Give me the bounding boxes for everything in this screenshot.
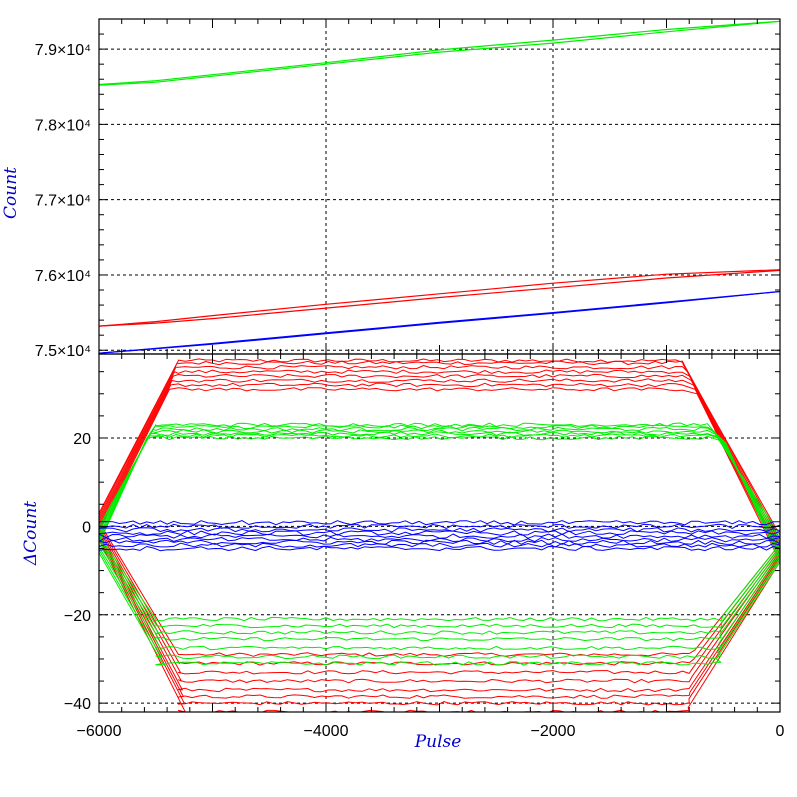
bottom-series-line: [99, 542, 780, 548]
bottom-series-line: [99, 433, 780, 558]
bottom-series-line: [99, 521, 780, 657]
top-y-tick-label: 7.5×10⁴: [35, 343, 91, 360]
top-y-tick-label: 7.7×10⁴: [35, 193, 91, 210]
bottom-series-line: [99, 549, 780, 659]
bottom-series-line: [99, 536, 780, 543]
bottom-panel-series: [99, 358, 780, 712]
top-y-tick-label: 7.6×10⁴: [35, 268, 91, 285]
bottom-series-line: [99, 520, 780, 526]
bottom-series-line: [99, 536, 780, 706]
x-tick-label: −4000: [304, 723, 349, 740]
x-tick-label: 0: [776, 723, 785, 740]
bottom-panel-frame: [98, 353, 781, 713]
bottom-series-line: [99, 424, 780, 540]
bottom-series-line: [99, 533, 780, 539]
top-panel-ticks: 7.5×10⁴ 7.6×10⁴ 7.7×10⁴ 7.8×10⁴ 7.9×10⁴: [35, 18, 781, 360]
top-y-axis-label: Count: [1, 167, 21, 219]
bottom-y-tick-label: −40: [64, 696, 91, 713]
bottom-series-line: [99, 534, 780, 622]
bottom-series-line: [99, 358, 780, 536]
bottom-series-line: [99, 524, 780, 666]
top-panel-grid: [99, 19, 780, 354]
top-y-tick-label: 7.9×10⁴: [35, 42, 91, 59]
bottom-series-line: [99, 545, 780, 552]
bottom-series-line: [99, 526, 780, 675]
x-tick-label: −2000: [531, 723, 576, 740]
top-panel: 7.5×10⁴ 7.6×10⁴ 7.7×10⁴ 7.8×10⁴ 7.9×10⁴ Coun…: [1, 18, 781, 360]
bottom-series-line: [99, 543, 780, 642]
bottom-series-line: [99, 552, 780, 666]
x-axis-label: Pulse: [414, 732, 462, 752]
bottom-series-line: [99, 527, 780, 533]
bottom-series-line: [99, 429, 780, 549]
bottom-series-line: [99, 387, 780, 562]
top-y-tick-label: 7.8×10⁴: [35, 117, 91, 134]
bottom-series-line: [99, 540, 780, 635]
top-series-line: [99, 20, 780, 86]
top-series-line: [99, 290, 780, 354]
bottom-series-line: [99, 382, 780, 559]
bottom-series-line: [99, 531, 780, 693]
top-panel-frame: [98, 18, 781, 355]
bottom-series-line: [99, 546, 780, 651]
bottom-series-line: [99, 378, 780, 555]
x-tick-label: −6000: [77, 723, 122, 740]
bottom-y-tick-label: −20: [64, 608, 91, 625]
bottom-y-axis-label: ΔCount: [21, 501, 41, 566]
bottom-series-line: [99, 365, 780, 544]
bottom-series-line: [99, 373, 780, 551]
bottom-y-tick-label: 0: [82, 519, 91, 536]
bottom-series-line: [99, 523, 780, 529]
bottom-series-line: [99, 431, 780, 554]
bottom-y-tick-label: 20: [73, 431, 91, 448]
bottom-series-line: [99, 360, 780, 540]
top-series-line: [99, 290, 780, 354]
bottom-series-line: [99, 422, 780, 536]
bottom-series-line: [99, 530, 780, 536]
bottom-panel: −40 −20 0 20 −6000 −4000 −2000 0 ΔCount Pulse: [21, 353, 785, 752]
bottom-series-line: [99, 537, 780, 629]
top-panel-series: [99, 20, 780, 354]
top-series-line: [99, 269, 780, 327]
bottom-series-line: [99, 529, 780, 684]
bottom-series-line: [99, 426, 780, 545]
bottom-panel-ticks: −40 −20 0 20 −6000 −4000 −2000 0: [64, 354, 785, 740]
bottom-series-line: [99, 435, 780, 562]
top-series-line: [99, 20, 780, 86]
top-series-line: [99, 269, 780, 327]
bottom-series-line: [99, 369, 780, 547]
bottom-series-line: [99, 534, 780, 699]
